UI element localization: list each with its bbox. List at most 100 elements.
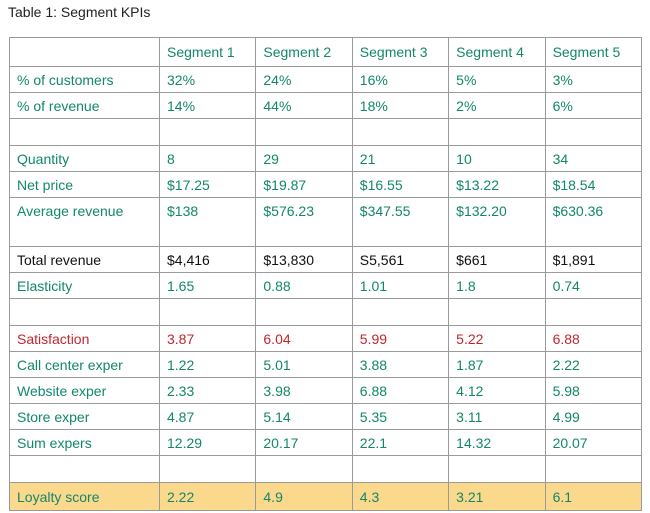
data-row: % of revenue 14% 44% 18% 2% 6% (9, 92, 643, 119)
row-label: Store exper (9, 403, 160, 430)
cell: 5% (448, 66, 546, 93)
cell: 14.32 (448, 429, 546, 456)
cell: S5,561 (351, 246, 450, 273)
cell: 18% (351, 92, 450, 119)
table-title: Table 1: Segment KPIs (8, 4, 151, 20)
empty-cell (448, 298, 546, 326)
cell: 14% (158, 92, 257, 119)
cell: 4.99 (544, 403, 643, 430)
cell: 4.9 (255, 482, 353, 511)
cell: 44% (255, 92, 353, 119)
empty-cell (255, 118, 353, 146)
cell: 3% (544, 66, 643, 93)
row-label: Website exper (9, 377, 160, 404)
cell: 2% (448, 92, 546, 119)
cell: 3.87 (158, 325, 257, 352)
cell: 32% (158, 66, 257, 93)
data-row: Net price $17.25 $19.87 $16.55 $13.22 $18.54 (9, 171, 643, 198)
cell: $347.55 (351, 197, 450, 247)
empty-cell (448, 118, 546, 146)
empty-cell (158, 455, 257, 483)
cell: 3.88 (351, 351, 450, 378)
cell: 2.22 (544, 351, 643, 378)
cell: $1,891 (544, 246, 643, 273)
data-row: Satisfaction 3.87 6.04 5.99 5.22 6.88 (9, 325, 643, 352)
cell: 4.3 (351, 482, 450, 511)
blank-row (9, 298, 643, 326)
row-label: Quantity (9, 145, 160, 172)
row-label: Loyalty score (9, 482, 160, 511)
data-row: Elasticity 1.65 0.88 1.01 1.8 0.74 (9, 272, 643, 299)
cell: $13,830 (255, 246, 353, 273)
row-label: Average revenue (9, 197, 160, 247)
column-header: Segment 5 (544, 37, 643, 67)
empty-cell (158, 118, 257, 146)
empty-cell (9, 298, 160, 326)
kpi-table: Segment 1 Segment 2 Segment 3 Segment 4 Segm… (9, 37, 643, 511)
cell: 20.07 (544, 429, 643, 456)
column-header: Segment 4 (448, 37, 546, 67)
row-label: Sum expers (9, 429, 160, 456)
cell: 2.33 (158, 377, 257, 404)
cell: 6% (544, 92, 643, 119)
cell: 0.88 (255, 272, 353, 299)
row-label: % of revenue (9, 92, 160, 119)
cell: 5.98 (544, 377, 643, 404)
row-label: Call center exper (9, 351, 160, 378)
cell: 0.74 (544, 272, 643, 299)
corner-cell (9, 37, 160, 67)
data-row: Average revenue $138 $576.23 $347.55 $132.20… (9, 197, 643, 247)
data-row: Total revenue $4,416 $13,830 S5,561 $661 $1,8… (9, 246, 643, 273)
data-row: Call center exper 1.22 5.01 3.88 1.87 2.22 (9, 351, 643, 378)
cell: 1.8 (448, 272, 546, 299)
column-header: Segment 1 (158, 37, 257, 67)
cell: 12.29 (158, 429, 257, 456)
cell: $138 (158, 197, 257, 247)
cell: 34 (544, 145, 643, 172)
cell: 1.22 (158, 351, 257, 378)
data-row: Quantity 8 29 21 10 34 (9, 145, 643, 172)
empty-cell (158, 298, 257, 326)
cell: $18.54 (544, 171, 643, 198)
empty-cell (544, 455, 643, 483)
cell: 24% (255, 66, 353, 93)
cell: 5.99 (351, 325, 450, 352)
data-row: Website exper 2.33 3.98 6.88 4.12 5.98 (9, 377, 643, 404)
cell: 4.12 (448, 377, 546, 404)
row-label: Total revenue (9, 246, 160, 273)
cell: $661 (448, 246, 546, 273)
cell: $4,416 (158, 246, 257, 273)
empty-cell (255, 455, 353, 483)
cell: $576.23 (255, 197, 353, 247)
empty-cell (351, 118, 450, 146)
row-label: Satisfaction (9, 325, 160, 352)
cell: 22.1 (351, 429, 450, 456)
cell: $17.25 (158, 171, 257, 198)
cell: 1.65 (158, 272, 257, 299)
empty-cell (351, 298, 450, 326)
empty-cell (351, 455, 450, 483)
cell: 5.35 (351, 403, 450, 430)
cell: 5.01 (255, 351, 353, 378)
empty-cell (448, 455, 546, 483)
cell: 6.88 (351, 377, 450, 404)
cell: $630.36 (544, 197, 643, 247)
cell: 3.21 (448, 482, 546, 511)
empty-cell (544, 118, 643, 146)
cell: 3.11 (448, 403, 546, 430)
empty-cell (255, 298, 353, 326)
row-label: % of customers (9, 66, 160, 93)
cell: 20.17 (255, 429, 353, 456)
cell: $16.55 (351, 171, 450, 198)
column-header: Segment 2 (255, 37, 353, 67)
empty-cell (544, 298, 643, 326)
blank-row (9, 118, 643, 146)
header-row: Segment 1 Segment 2 Segment 3 Segment 4 Segm… (9, 37, 643, 67)
cell: 8 (158, 145, 257, 172)
empty-cell (9, 118, 160, 146)
row-label: Elasticity (9, 272, 160, 299)
cell: 5.14 (255, 403, 353, 430)
cell: 29 (255, 145, 353, 172)
row-label: Net price (9, 171, 160, 198)
